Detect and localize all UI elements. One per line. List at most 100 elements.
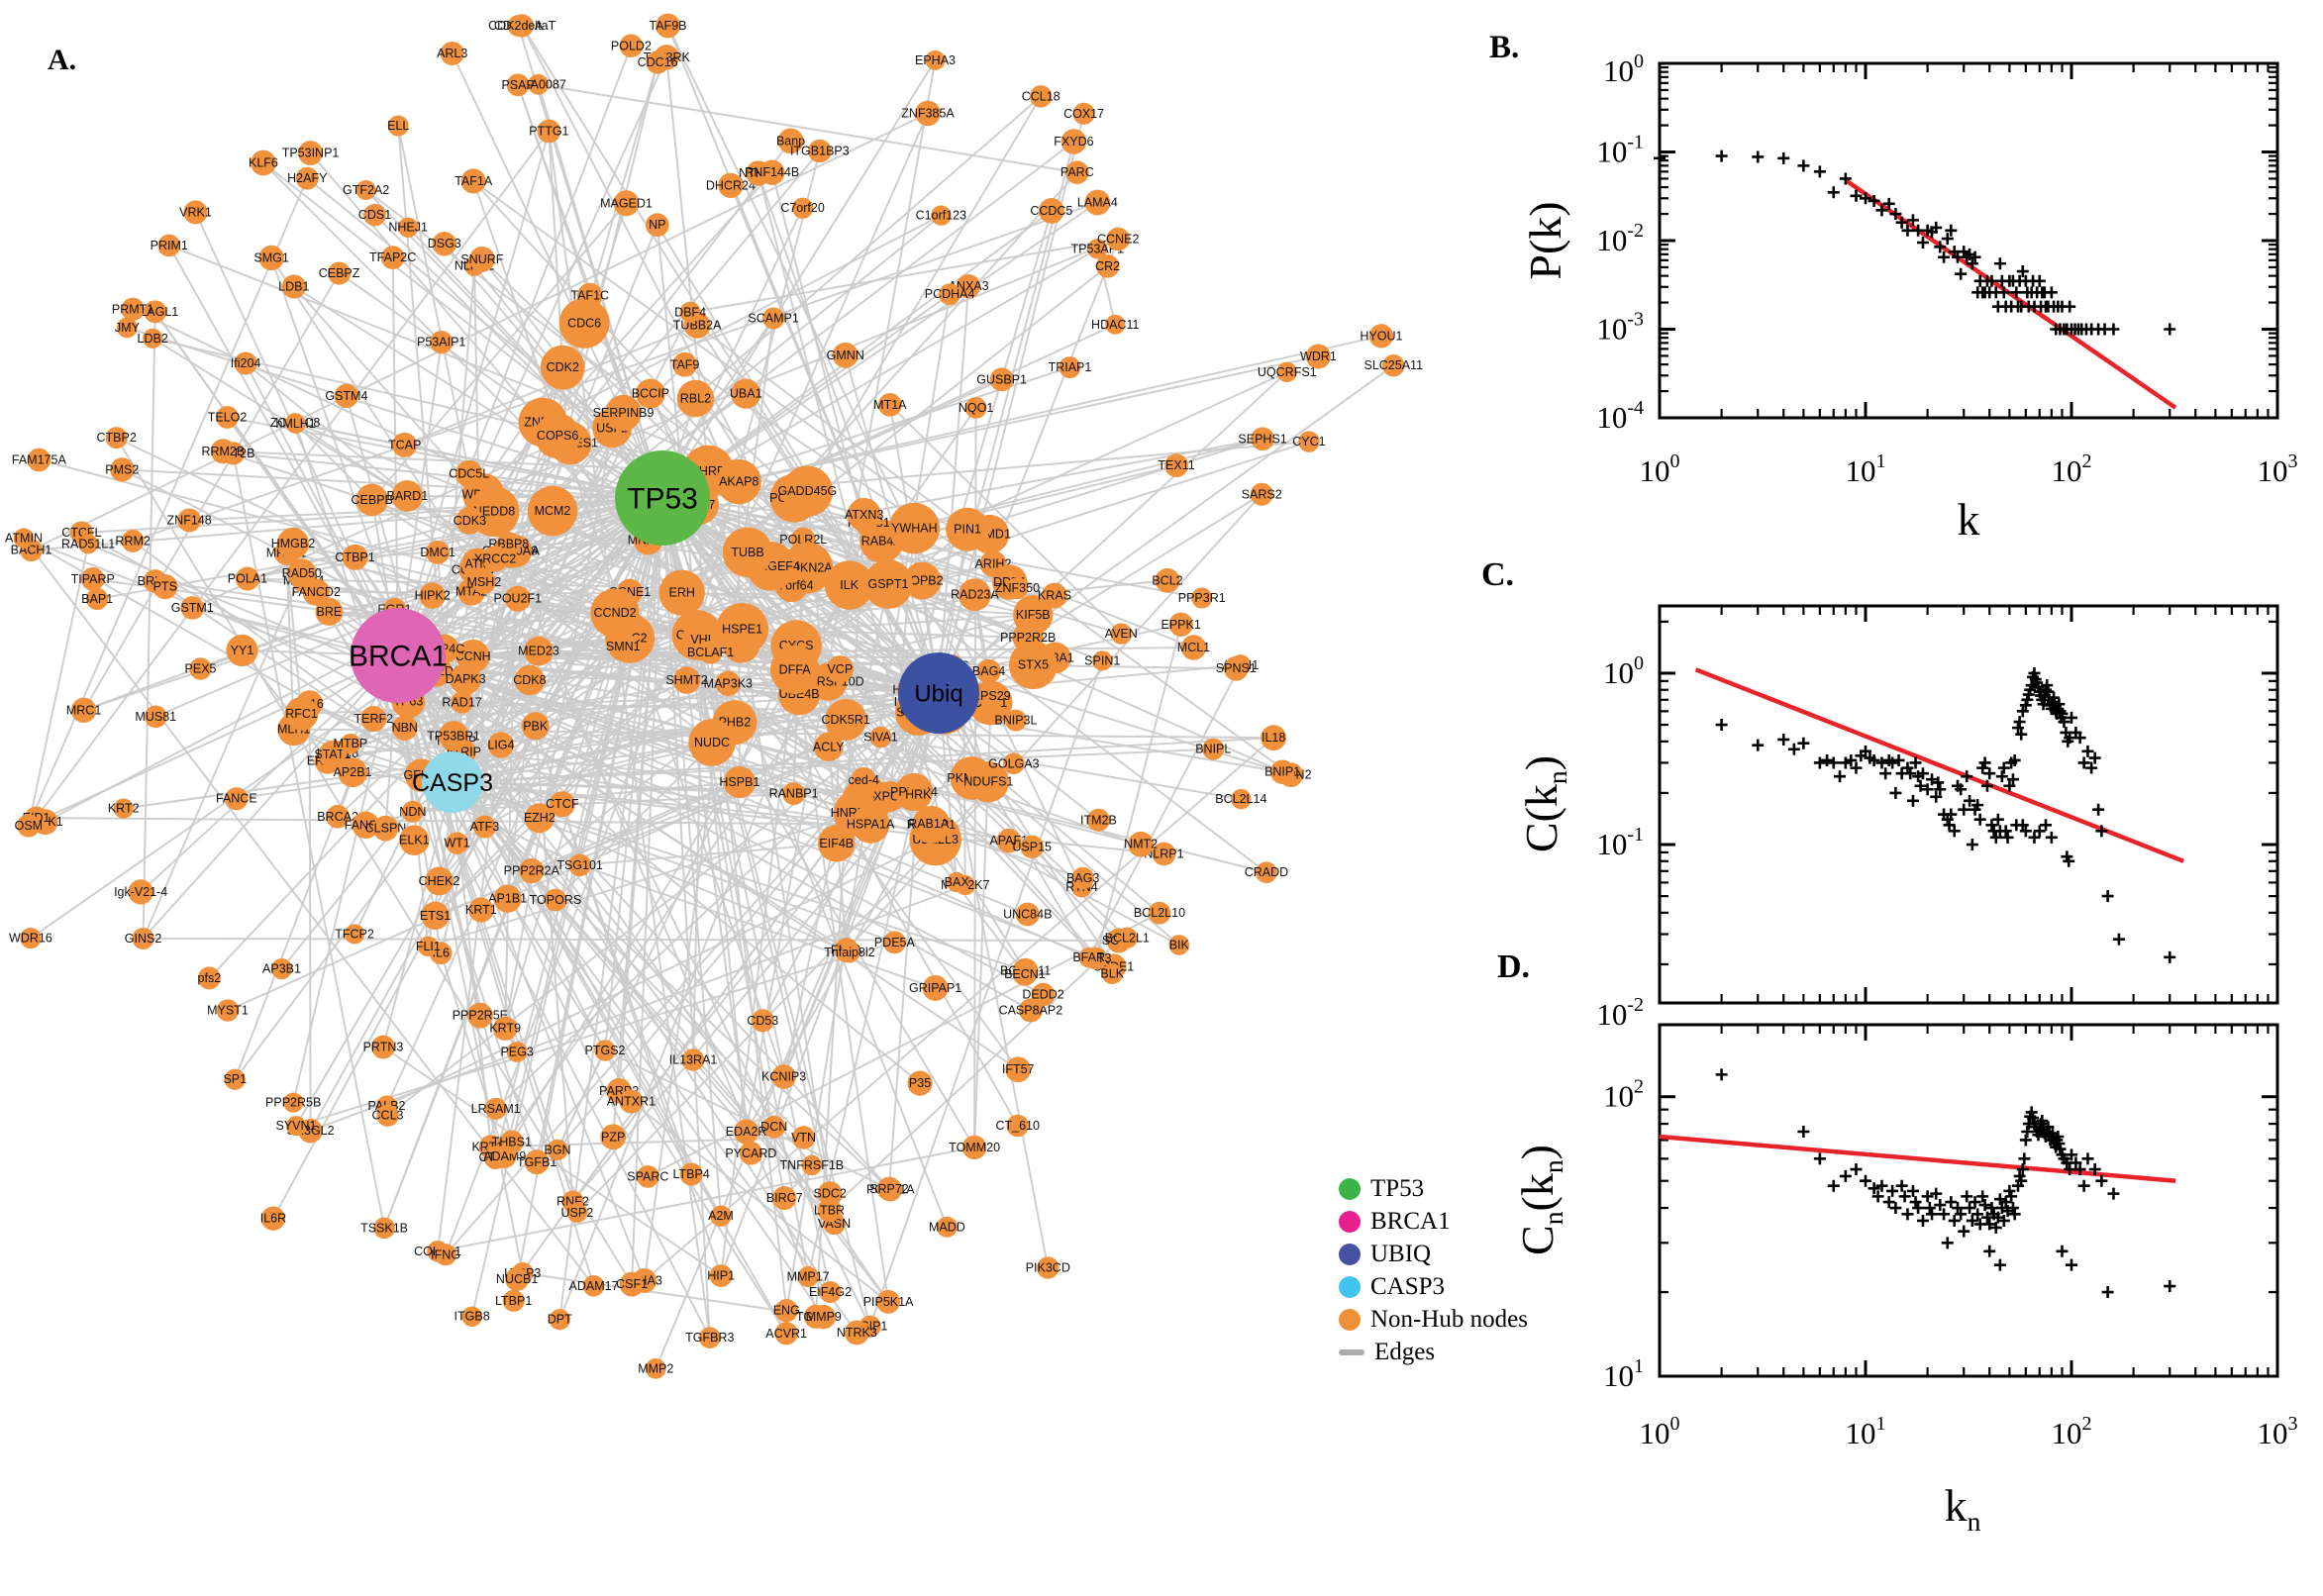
network-node-label: NUDC: [694, 736, 730, 749]
network-node-label: CRADD: [1245, 865, 1288, 879]
network-node: PDE5A: [874, 931, 916, 954]
network-node: SLC25A11: [1364, 354, 1423, 377]
network-node-label: RFC1: [285, 707, 318, 721]
axis-tick-label: 103: [2258, 1413, 2298, 1450]
network-node-label: SDC2: [813, 1186, 846, 1200]
network-node-label: TELO2: [208, 410, 248, 424]
network-node: KRT9: [489, 1016, 521, 1041]
legend-item-brca1: BRCA1: [1339, 1205, 1528, 1238]
network-node-label: FANCE: [216, 792, 257, 806]
network-node-label: DCN: [760, 1120, 787, 1134]
network-node-label: CLSPN: [365, 822, 407, 836]
network-node: BCL2: [1152, 567, 1183, 593]
network-node: RAD23A: [951, 578, 999, 612]
network-node-label: CDK2: [547, 360, 579, 374]
network-node-label: BFAR: [1072, 950, 1105, 964]
network-node: ILK: [824, 560, 874, 610]
network-node: SARS2: [1242, 482, 1282, 506]
network-node: ITM2B: [1080, 808, 1117, 832]
network-node: SEPHS1: [1238, 427, 1287, 451]
network-node: NHEJ1: [388, 217, 428, 238]
network-node-label: SRP72: [869, 1182, 909, 1196]
network-node: CDK2: [540, 345, 585, 390]
network-node: DBF4: [674, 301, 706, 323]
network-node-label: IFNG: [431, 1247, 460, 1261]
network-node: TIPARP: [71, 567, 115, 591]
network-node: MUS81: [135, 705, 176, 729]
network-node: ITGB8: [454, 1306, 490, 1327]
network-node-label: AP1B1: [488, 892, 527, 906]
network-node-label: BARD1: [386, 489, 428, 503]
legend-label: BRCA1: [1370, 1207, 1451, 1235]
network-node-label: RANBP1: [769, 787, 819, 801]
network-node-label: CDK5R1: [822, 713, 870, 727]
network-node-label: DMC1: [420, 546, 454, 559]
network-node: Tnfaip8l2: [824, 942, 875, 963]
network-node: P53AIP1: [417, 331, 465, 354]
y-axis-title: P(k): [1520, 201, 1570, 279]
panel-label-c: C.: [1481, 556, 1515, 593]
network-node: HSPB1: [719, 765, 759, 799]
axis-tick-label: 100: [1603, 652, 1644, 690]
network-node: SMN1: [606, 632, 641, 661]
network-node-label: XRCC2: [474, 551, 516, 565]
network-node-label: CDK3: [454, 514, 486, 528]
network-node: MRC1: [66, 697, 101, 723]
network-node-label: TCAP: [388, 438, 421, 451]
network-node: NP: [645, 213, 669, 238]
network-node: BAP1: [81, 587, 113, 611]
network-node-label: ITGB1BP3: [790, 145, 850, 158]
network-node: BAX: [945, 871, 969, 893]
network-node-label: TAF1C: [570, 288, 609, 302]
network-node-label: PPP2R5B: [265, 1096, 321, 1110]
network-node: FLI1: [416, 936, 441, 957]
network-node: RAD50: [282, 558, 322, 588]
network-node: BCL2L14: [1215, 788, 1266, 810]
network-node: DAPK3: [446, 663, 486, 695]
network-node: TAF1C: [570, 282, 609, 309]
network-node: GSTM4: [325, 383, 367, 409]
network-node-label: TERF2: [354, 712, 393, 726]
network-node-label: PYCARD: [725, 1147, 776, 1160]
legend-label: TP53: [1370, 1174, 1425, 1202]
network-node-label: UBA1: [730, 387, 762, 401]
network-node: IFNG: [431, 1244, 460, 1266]
network-node: PPP2R5E: [453, 1002, 508, 1029]
network-node: NDUFS1: [963, 761, 1013, 803]
network-node-label: MCL1: [1177, 641, 1210, 654]
legend-label: CASP3: [1370, 1272, 1446, 1300]
network-node: ETS1: [420, 901, 451, 931]
network-node: TSG101: [556, 853, 603, 877]
network-node: BAG3: [1066, 866, 1099, 890]
network-node-label: GMNN: [827, 349, 864, 362]
network-node-label: CDK2deltaT: [488, 19, 556, 33]
network-node: ENG: [773, 1299, 800, 1323]
network-node-label: VTN: [791, 1131, 816, 1145]
network-node: ZNF148: [167, 508, 212, 533]
network-node-label: CCNE2: [1097, 232, 1139, 246]
network-node-label: SNURF: [460, 252, 503, 266]
network-node: UNC84B: [1003, 902, 1052, 927]
network-node: EPHA3: [915, 50, 956, 70]
network-node: SERPINB9: [593, 394, 655, 432]
network-node-label: CDC5L: [449, 467, 489, 481]
network-node: USP2: [561, 1202, 593, 1224]
network-node: ZNF385A: [901, 100, 955, 127]
network-node-label: CR2: [1095, 259, 1120, 273]
network-node: ATXN3: [845, 497, 883, 532]
network-node-label: EPHA3: [915, 53, 956, 67]
network-node-label: PPP2R2A: [504, 864, 560, 878]
network-node: RAD51L1: [61, 534, 115, 554]
network-node: ERH: [658, 569, 705, 616]
network-node-label: POU2F1: [493, 592, 542, 606]
network-node: PPP2R2A: [504, 857, 560, 884]
network-node: CLSPN: [365, 815, 407, 842]
network-node: MMP9: [806, 1304, 842, 1330]
network-node-label: SIVA1: [863, 731, 898, 745]
network-node: CTBP1: [335, 544, 375, 570]
axis-tick-label: 101: [1603, 1355, 1644, 1393]
network-node: BRE: [315, 598, 344, 626]
network-node: NDN: [399, 800, 426, 823]
network-node-label: BCL2L10: [1134, 906, 1185, 920]
network-node-label: COPS6: [537, 429, 578, 443]
